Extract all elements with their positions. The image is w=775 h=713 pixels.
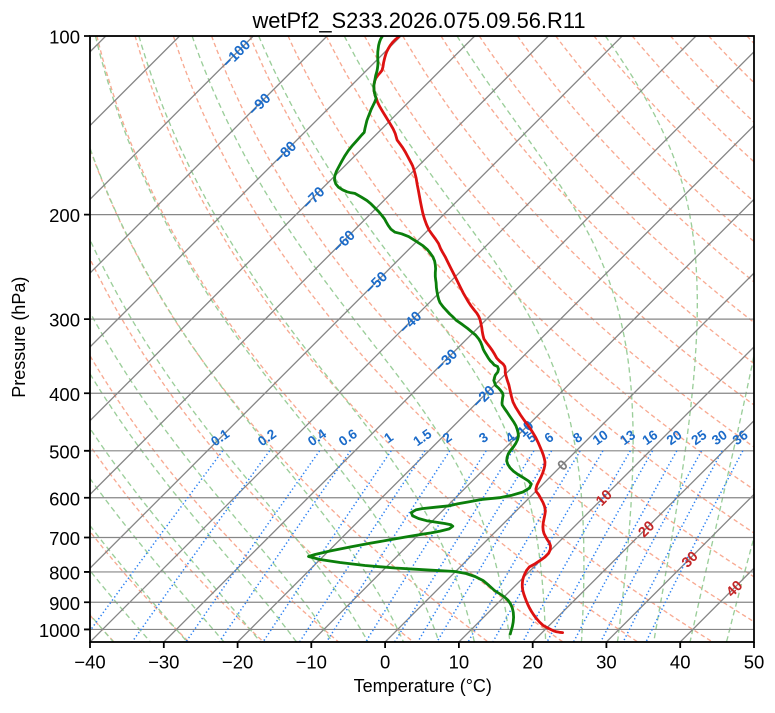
svg-text:0: 0 — [380, 652, 390, 673]
svg-text:−40: −40 — [74, 652, 105, 673]
svg-text:800: 800 — [49, 563, 80, 584]
svg-text:500: 500 — [49, 441, 80, 462]
svg-text:wetPf2_S233.2026.075.09.56.R11: wetPf2_S233.2026.075.09.56.R11 — [251, 8, 585, 33]
svg-text:Temperature (°C): Temperature (°C) — [354, 676, 492, 696]
svg-text:1000: 1000 — [39, 620, 80, 641]
svg-text:400: 400 — [49, 384, 80, 405]
svg-text:10: 10 — [449, 652, 470, 673]
svg-text:30: 30 — [596, 652, 617, 673]
svg-text:20: 20 — [664, 427, 685, 448]
svg-text:10: 10 — [590, 427, 611, 448]
svg-text:Pressure (hPa): Pressure (hPa) — [9, 277, 29, 398]
svg-text:700: 700 — [49, 528, 80, 549]
svg-text:600: 600 — [49, 488, 80, 509]
svg-text:40: 40 — [670, 652, 691, 673]
svg-text:200: 200 — [49, 205, 80, 226]
svg-text:−10: −10 — [296, 652, 327, 673]
svg-text:300: 300 — [49, 310, 80, 331]
svg-text:100: 100 — [49, 27, 80, 48]
svg-text:50: 50 — [744, 652, 765, 673]
svg-text:30: 30 — [709, 427, 730, 448]
svg-text:−30: −30 — [148, 652, 179, 673]
svg-text:−20: −20 — [222, 652, 253, 673]
svg-text:20: 20 — [522, 652, 543, 673]
svg-text:900: 900 — [49, 593, 80, 614]
